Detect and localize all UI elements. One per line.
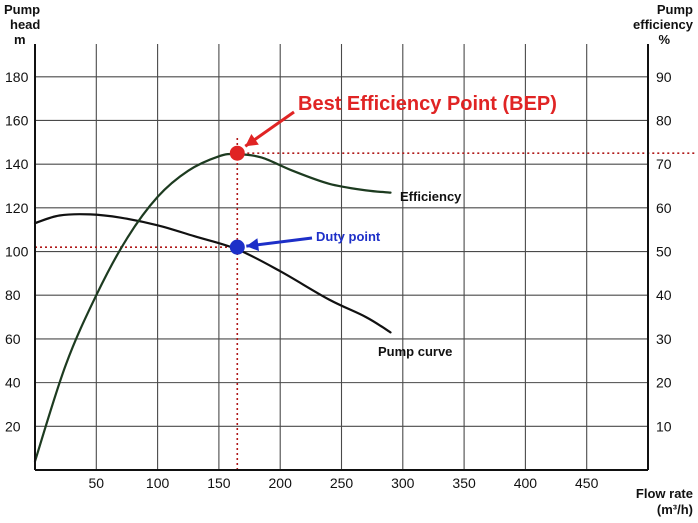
pump-curve-series-label: Pump curve <box>378 344 452 359</box>
grid-lines <box>35 44 648 470</box>
bep-label: Best Efficiency Point (BEP) <box>298 93 557 115</box>
y-left-tick-label: 140 <box>5 156 29 172</box>
y-left-tick-label: 120 <box>5 200 29 216</box>
x-tick-label: 300 <box>391 475 415 491</box>
x-tick-label: 350 <box>452 475 476 491</box>
x-tick-labels: 50 100 150 200 250 300 350 400 450 <box>89 475 599 491</box>
efficiency-curve <box>33 152 392 463</box>
y-left-title-line2: head <box>10 17 40 32</box>
bep-marker <box>229 145 245 161</box>
y-right-tick-label: 10 <box>656 418 672 434</box>
axes <box>34 44 649 471</box>
y-left-tick-label: 100 <box>5 244 29 260</box>
y-right-tick-label: 90 <box>656 69 672 85</box>
reference-guides <box>35 138 696 470</box>
x-tick-label: 100 <box>146 475 170 491</box>
y-left-tick-label: 60 <box>5 331 21 347</box>
x-tick-label: 200 <box>269 475 293 491</box>
y-right-tick-labels: 10 20 30 40 50 60 70 80 90 <box>656 69 672 435</box>
duty-arrow-head <box>246 238 260 252</box>
callouts <box>229 110 313 255</box>
y-right-title-line3: % <box>658 32 670 47</box>
y-right-tick-label: 30 <box>656 331 672 347</box>
pump-curve-line <box>33 213 392 334</box>
y-left-tick-label: 80 <box>5 287 21 303</box>
x-title-line1: Flow rate <box>636 486 693 501</box>
y-right-tick-label: 70 <box>656 156 672 172</box>
y-right-tick-label: 40 <box>656 287 672 303</box>
y-right-tick-label: 80 <box>656 112 672 128</box>
x-tick-label: 450 <box>575 475 599 491</box>
y-right-title-line1: Pump <box>657 2 693 17</box>
efficiency-series-label: Efficiency <box>400 189 462 204</box>
y-left-tick-labels: 20 40 60 80 100 120 140 160 180 <box>5 69 29 435</box>
y-right-tick-label: 20 <box>656 375 672 391</box>
y-right-tick-label: 50 <box>656 244 672 260</box>
x-tick-label: 250 <box>330 475 354 491</box>
x-tick-label: 50 <box>89 475 105 491</box>
x-tick-label: 150 <box>207 475 231 491</box>
y-left-tick-label: 160 <box>5 112 29 128</box>
y-right-title-line2: efficiency <box>633 17 694 32</box>
y-left-tick-label: 180 <box>5 69 29 85</box>
duty-point-marker <box>229 239 245 255</box>
x-tick-label: 400 <box>514 475 538 491</box>
y-left-tick-label: 20 <box>5 418 21 434</box>
duty-point-label: Duty point <box>316 229 381 244</box>
y-left-title-line3: m <box>14 32 26 47</box>
y-left-title-line1: Pump <box>4 2 40 17</box>
bep-arrow-head <box>245 134 259 147</box>
y-right-tick-label: 60 <box>656 200 672 216</box>
x-title-line2: (m³/h) <box>657 502 693 517</box>
y-left-tick-label: 40 <box>5 375 21 391</box>
series-group <box>33 152 392 463</box>
